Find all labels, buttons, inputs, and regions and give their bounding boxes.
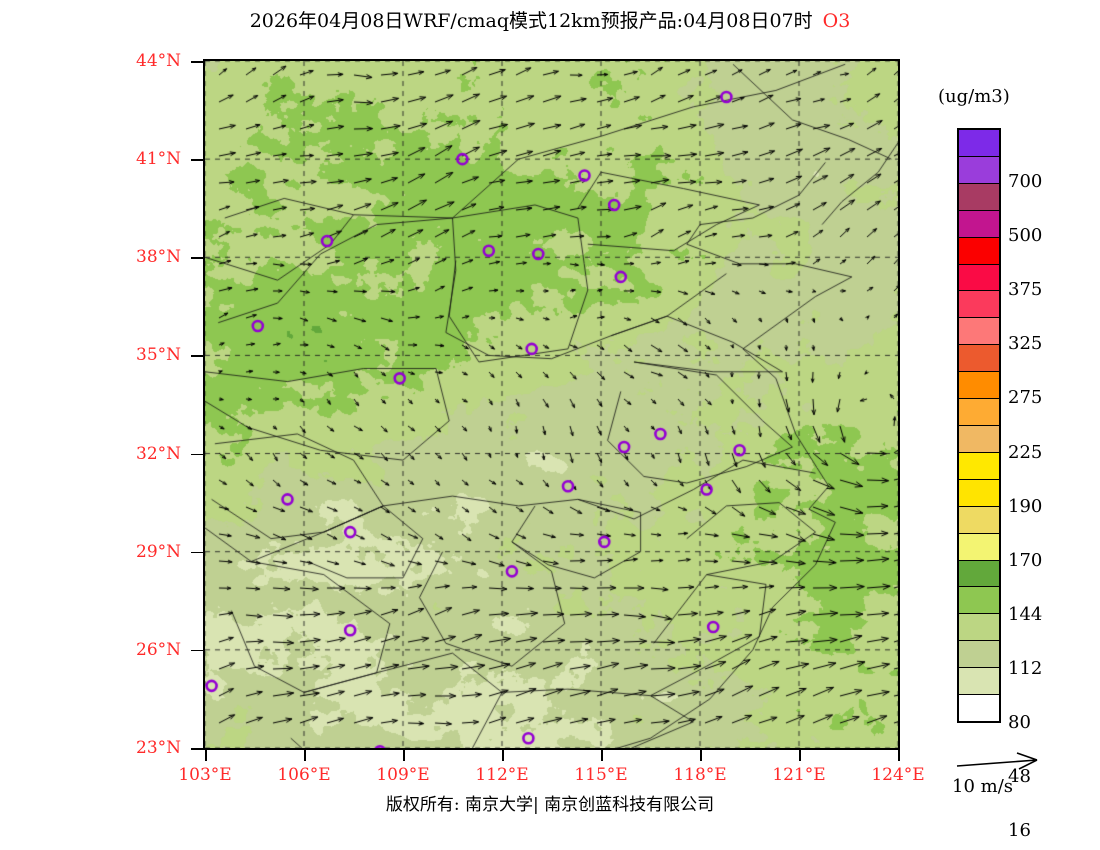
lat-tick-mark	[191, 551, 203, 554]
lon-tick-label: 103°E	[178, 765, 232, 785]
lat-tick-label: 35°N	[136, 345, 182, 366]
lon-tick-label: 115°E	[574, 765, 628, 785]
wind-scale-legend: 10 m/s	[952, 752, 1075, 797]
colorbar-band	[959, 506, 999, 534]
lon-tick-label: 109°E	[376, 765, 430, 785]
colorbar-tick-label: 325	[1008, 333, 1043, 355]
map-raster	[205, 61, 898, 748]
lon-tick-mark	[601, 750, 603, 761]
lat-tick-label: 26°N	[136, 639, 182, 660]
lon-tick-mark	[205, 750, 207, 761]
lat-tick-mark	[191, 159, 203, 161]
colorbar-band	[959, 318, 999, 346]
colorbar-band	[959, 264, 999, 292]
lat-tick-mark	[191, 649, 203, 652]
lat-tick-label: 32°N	[136, 443, 182, 464]
colorbar-band	[959, 130, 999, 157]
wind-vector-arrow-icon	[955, 752, 1075, 774]
colorbar-band	[959, 237, 999, 265]
colorbar-band	[959, 156, 999, 184]
lon-tick-mark	[898, 750, 900, 761]
colorbar-tick-label: 700	[1008, 171, 1043, 193]
colorbar-band	[959, 452, 999, 480]
colorbar-tick-label: 375	[1008, 279, 1043, 301]
lon-tick-mark	[799, 750, 801, 761]
lat-tick-label: 38°N	[136, 247, 182, 268]
copyright-footer: 版权所有: 南京大学| 南京创蓝科技有限公司	[385, 795, 715, 815]
lat-tick-label: 41°N	[136, 149, 182, 170]
colorbar-tick-label: 48	[1008, 766, 1031, 788]
wind-scale-label: 10 m/s	[952, 776, 1013, 797]
colorbar-tick-label: 112	[1008, 657, 1043, 679]
lon-tick-label: 121°E	[772, 765, 826, 785]
colorbar-band	[959, 210, 999, 238]
colorbar-band	[959, 399, 999, 426]
lon-tick-mark	[502, 750, 504, 761]
colorbar-band	[959, 695, 999, 721]
lon-tick-label: 112°E	[475, 765, 529, 785]
colorbar-tick-label: 170	[1008, 549, 1043, 571]
lon-tick-label: 118°E	[673, 765, 727, 785]
lat-tick-mark	[191, 748, 203, 750]
forecast-map-panel[interactable]	[203, 59, 900, 750]
chart-title: 2026年04月08日WRF/cmaq模式12km预报产品:04月08日07时 O…	[0, 6, 1100, 33]
colorbar[interactable]	[957, 128, 1001, 723]
lon-tick-mark	[304, 750, 306, 761]
colorbar-band	[959, 668, 999, 696]
lon-tick-mark	[700, 750, 702, 761]
colorbar-units-label: (ug/m3)	[938, 86, 1010, 107]
lat-tick-mark	[191, 61, 203, 63]
colorbar-tick-label: 16	[1008, 820, 1031, 842]
lat-tick-mark	[191, 453, 203, 456]
colorbar-band	[959, 372, 999, 400]
colorbar-tick-label: 225	[1008, 441, 1043, 463]
colorbar-band	[959, 425, 999, 453]
lon-tick-mark	[403, 750, 405, 761]
title-species-label: O3	[822, 10, 851, 32]
lat-tick-mark	[191, 355, 203, 357]
colorbar-band	[959, 641, 999, 669]
colorbar-band	[959, 345, 999, 373]
colorbar-tick-label: 275	[1008, 387, 1043, 409]
colorbar-tick-label: 80	[1008, 712, 1031, 733]
colorbar-tick-label: 144	[1008, 603, 1043, 625]
colorbar-tick-label: 500	[1008, 225, 1043, 247]
lat-tick-label: 23°N	[136, 738, 182, 758]
title-text: 2026年04月08日WRF/cmaq模式12km预报产品:04月08日07时	[249, 10, 813, 32]
colorbar-band	[959, 291, 999, 319]
colorbar-band	[959, 533, 999, 561]
colorbar-band	[959, 183, 999, 211]
lon-tick-label: 124°E	[871, 765, 925, 785]
colorbar-band	[959, 479, 999, 507]
lat-tick-label: 44°N	[136, 51, 182, 71]
lon-tick-label: 106°E	[277, 765, 331, 785]
lat-tick-mark	[191, 257, 203, 259]
colorbar-band	[959, 614, 999, 642]
colorbar-tick-label: 190	[1008, 495, 1043, 517]
lat-tick-label: 29°N	[136, 541, 182, 562]
colorbar-band	[959, 560, 999, 588]
colorbar-band	[959, 587, 999, 615]
